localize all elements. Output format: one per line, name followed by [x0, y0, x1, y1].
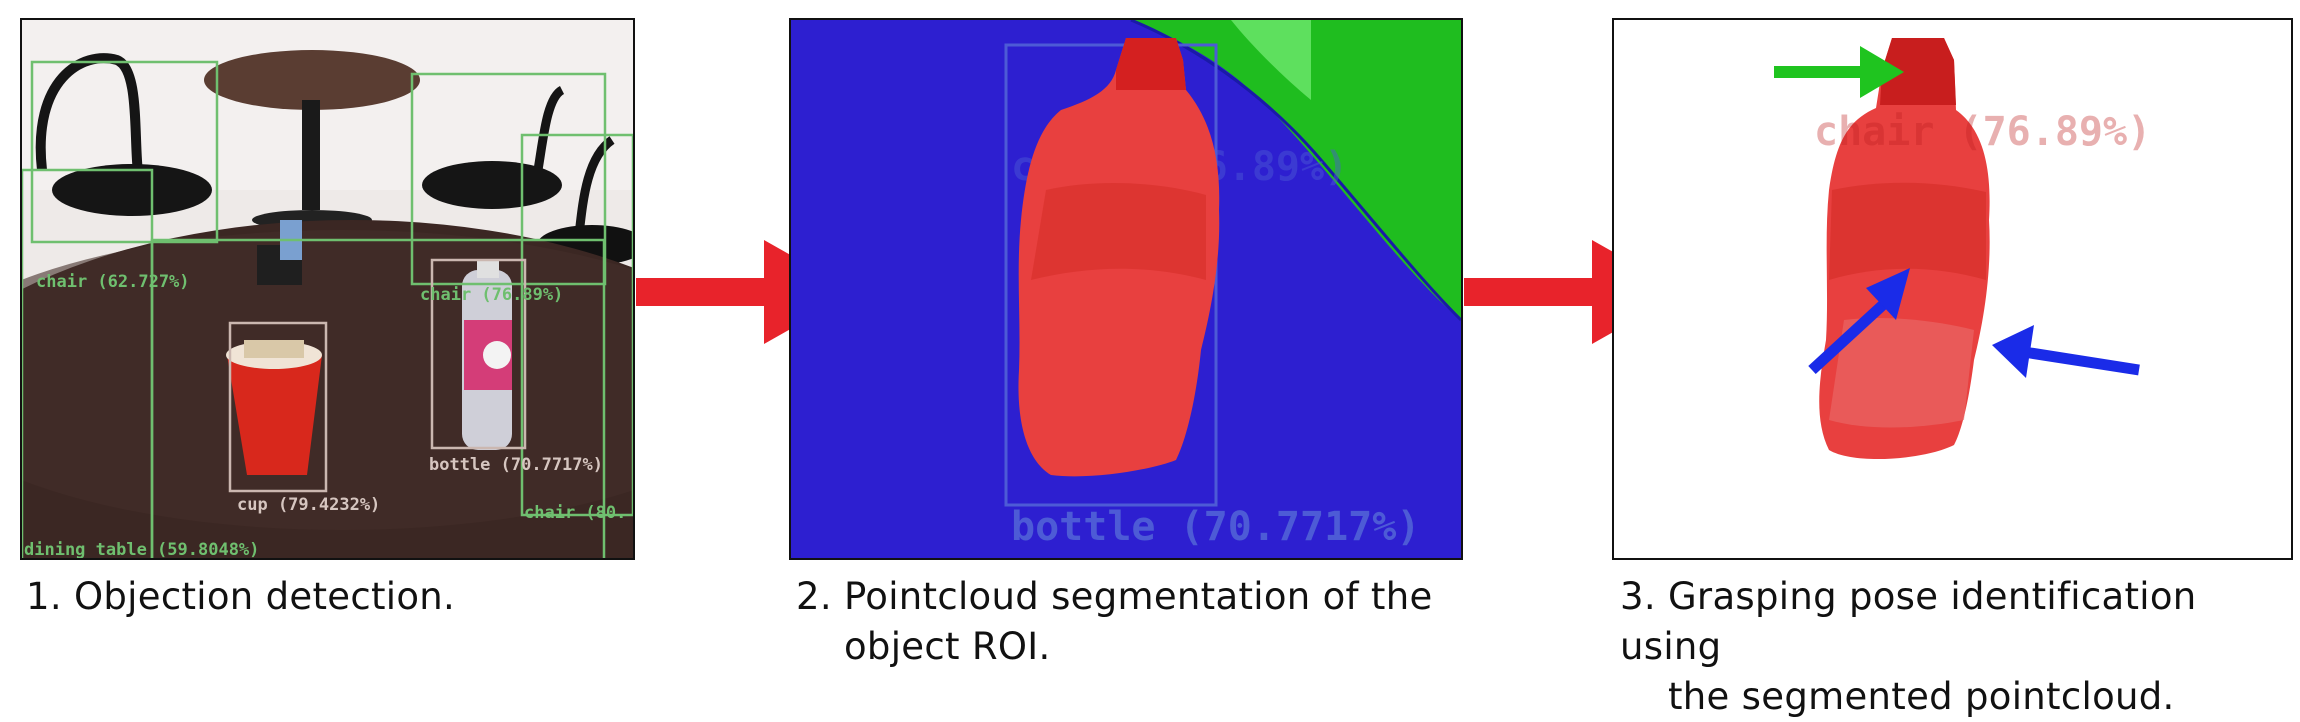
bottle-roi-box [1004, 43, 1218, 507]
detection-box-chair [30, 60, 219, 244]
detection-box-chair [410, 72, 607, 286]
blue-arrow-icon [1808, 268, 1910, 375]
detection-label: chair (80. [524, 503, 626, 523]
caption-line: object ROI. [844, 625, 1051, 668]
ghost-label: chair (76.89%) [1814, 109, 2151, 155]
detection-label: chair (76.89%) [420, 285, 563, 305]
caption-line: 1. Objection detection. [26, 575, 456, 618]
grasp-pose-image: chair (76.89%) [1612, 18, 2293, 560]
detection-image: chair (62.727%) chair (76.89%) cup (79.4… [20, 18, 635, 560]
detection-label: bottle (70.7717%) [429, 455, 603, 475]
detection-label: cup (79.4232%) [237, 495, 380, 515]
caption-line: 3. Grasping pose identification using [1620, 575, 2197, 668]
detection-box-cup [228, 321, 328, 493]
segmentation-label: bottle (70.7717%) [1011, 504, 1420, 550]
detection-label: chair (62.727%) [36, 272, 190, 292]
blue-arrow-icon [1992, 325, 2140, 378]
green-arrow-icon [1774, 46, 1904, 98]
segmentation-image: chair (76.89%) bottle (70.7717%) [789, 18, 1463, 560]
caption-line: 2. Pointcloud segmentation of the [796, 575, 1433, 618]
caption-step-1: 1. Objection detection. [26, 572, 455, 622]
caption-line: the segmented pointcloud. [1668, 675, 2175, 718]
detection-box-chair [520, 133, 633, 517]
detection-label: dining table (59.8048%) [24, 540, 259, 558]
caption-step-2: 2. Pointcloud segmentation of the object… [796, 572, 1433, 672]
detection-box-bottle [430, 258, 527, 450]
detection-box-chair [22, 168, 154, 558]
